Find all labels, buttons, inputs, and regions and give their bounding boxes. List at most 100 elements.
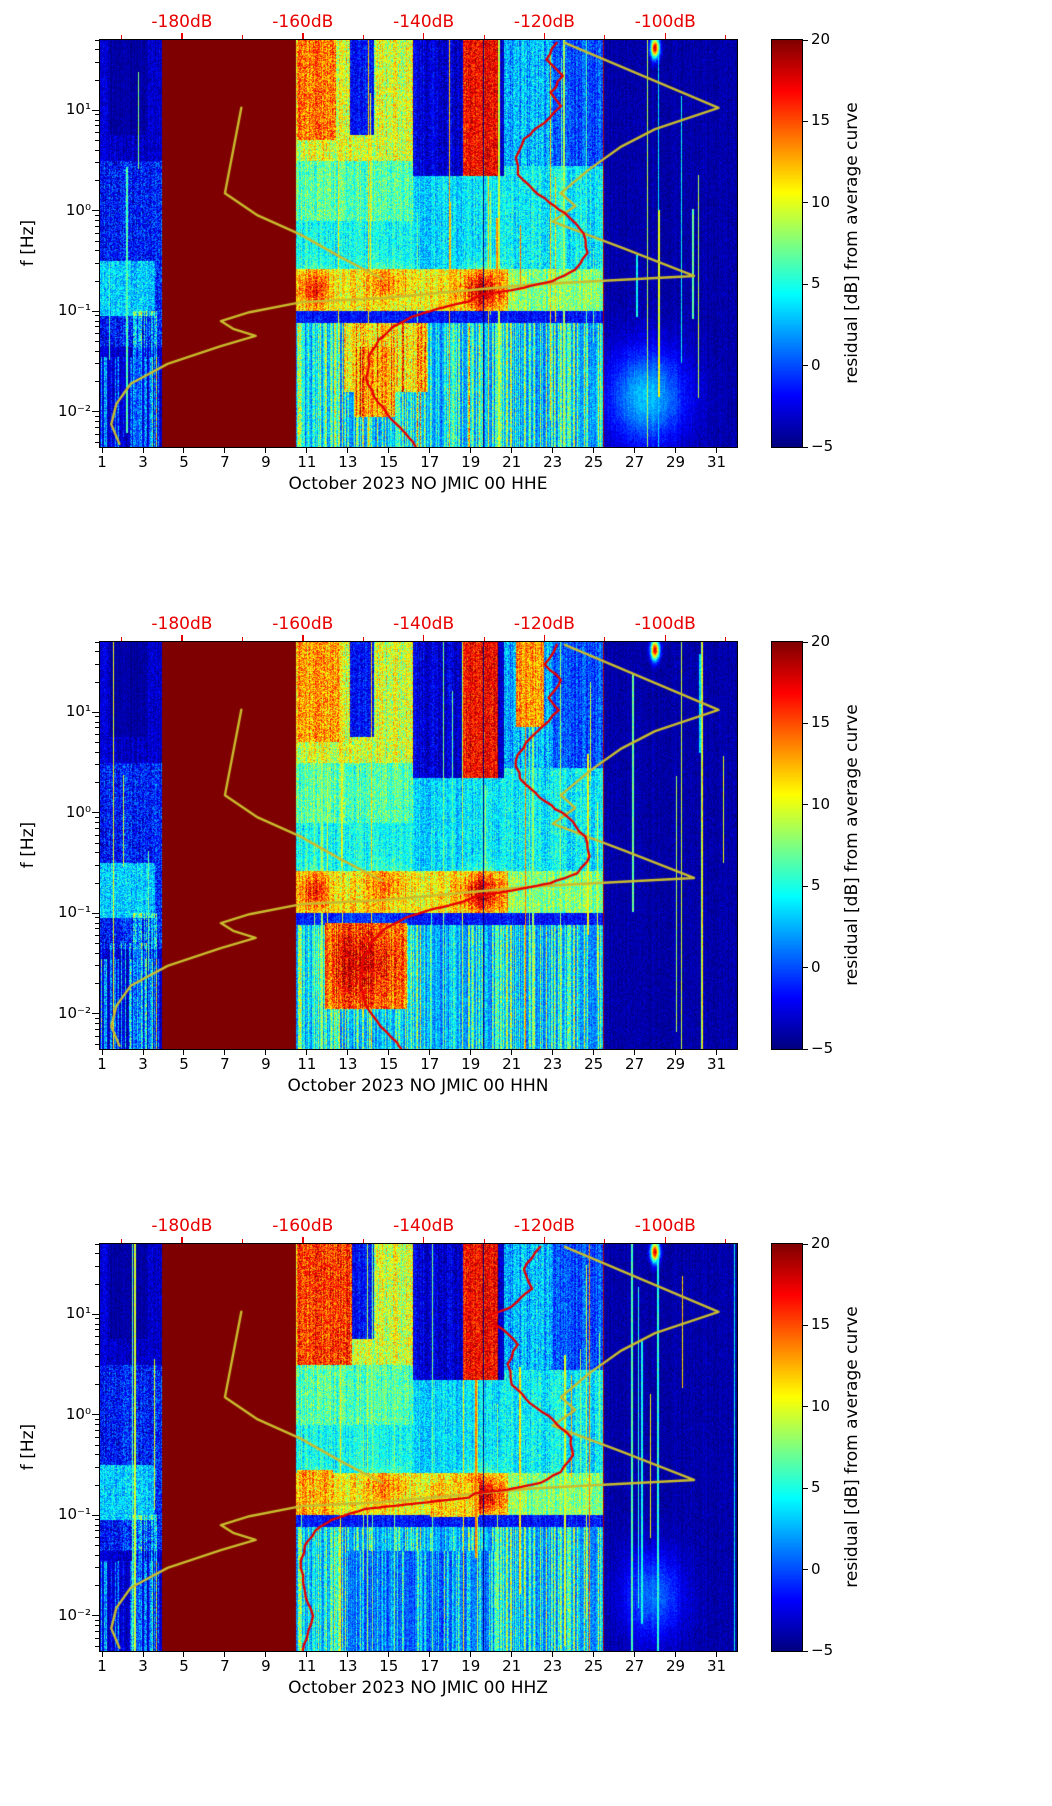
x-tick-label: 27 [625, 1657, 645, 1675]
x-tick-label: 31 [706, 453, 727, 471]
colorbar-tick-label: 10 [811, 192, 831, 211]
y-minor-tick-mark [95, 721, 99, 723]
x-tick-mark [593, 1652, 595, 1657]
y-minor-tick-mark [95, 162, 99, 164]
x-tick-mark [552, 448, 554, 453]
x-tick-label: 15 [379, 1657, 399, 1675]
colorbar-tick-label: 5 [811, 1478, 821, 1497]
x-tick-mark [265, 1050, 267, 1055]
y-tick-label: 10¹ [65, 100, 91, 119]
top-minor-tick-mark [362, 637, 364, 641]
x-tick-label: 29 [666, 453, 686, 471]
x-tick-mark [306, 1050, 308, 1055]
y-minor-tick-mark [95, 415, 99, 417]
y-minor-tick-mark [95, 381, 99, 383]
x-tick-mark [593, 1050, 595, 1055]
x-tick-label: 7 [220, 453, 230, 471]
colorbar-tick-label: 5 [811, 274, 821, 293]
y-tick-mark [92, 1615, 99, 1617]
colorbar-tick-mark [803, 120, 808, 122]
y-minor-tick-mark [95, 1424, 99, 1426]
x-tick-label: 7 [220, 1657, 230, 1675]
x-tick-label: 17 [420, 1657, 440, 1675]
y-minor-tick-mark [95, 140, 99, 142]
y-minor-tick-mark [95, 1318, 99, 1320]
x-tick-mark [265, 448, 267, 453]
y-minor-tick-mark [95, 39, 99, 41]
x-tick-label: 13 [338, 1055, 358, 1073]
x-tick-label: 23 [543, 453, 563, 471]
y-minor-tick-mark [95, 1630, 99, 1632]
x-tick-label: 1 [97, 453, 107, 471]
x-tick-mark [470, 448, 472, 453]
x-tick-label: 15 [379, 453, 399, 471]
y-minor-tick-mark [95, 716, 99, 718]
colorbar-tick-mark [803, 722, 808, 724]
top-tick-mark [664, 1237, 667, 1243]
y-minor-tick-mark [95, 1524, 99, 1526]
x-tick-mark [429, 448, 431, 453]
y-minor-tick-mark [95, 965, 99, 967]
y-minor-tick-mark [95, 1619, 99, 1621]
top-minor-tick-mark [241, 35, 243, 39]
top-tick-label: -180dB [151, 614, 213, 634]
x-tick-mark [224, 1050, 226, 1055]
y-minor-tick-mark [95, 882, 99, 884]
y-tick-mark [92, 711, 99, 713]
x-tick-mark [511, 1652, 513, 1657]
y-minor-tick-mark [95, 341, 99, 343]
y-minor-tick-mark [95, 782, 99, 784]
x-tick-mark [552, 1050, 554, 1055]
y-minor-tick-mark [95, 852, 99, 854]
y-minor-tick-mark [95, 1567, 99, 1569]
y-axis-label: f [Hz] [18, 821, 38, 869]
y-axis-label: f [Hz] [18, 219, 38, 267]
y-minor-tick-mark [95, 1444, 99, 1446]
x-tick-label: 19 [461, 453, 481, 471]
top-minor-tick-mark [483, 35, 485, 39]
x-tick-label: 17 [420, 453, 440, 471]
colorbar-canvas [772, 40, 802, 447]
x-tick-label: 11 [297, 453, 317, 471]
colorbar-tick-label: −5 [811, 1641, 834, 1659]
plot-area [99, 641, 738, 1050]
x-tick-label: 23 [543, 1657, 563, 1675]
top-minor-tick-mark [121, 637, 122, 641]
y-minor-tick-mark [95, 1545, 99, 1547]
y-minor-tick-mark [95, 326, 99, 328]
top-tick-label: -140dB [393, 614, 455, 634]
top-tick-mark [543, 33, 546, 39]
colorbar-tick-mark [803, 39, 808, 41]
top-tick-mark [302, 1237, 304, 1243]
top-minor-tick-mark [483, 1239, 485, 1243]
colorbar-tick-mark [803, 202, 808, 204]
spectrogram-panel-hhn: f [Hz] October 2023 NO JMIC 00 HHN resid… [0, 602, 1052, 1204]
y-minor-tick-mark [95, 983, 99, 985]
x-tick-mark [101, 1050, 103, 1055]
y-tick-mark [92, 1514, 99, 1516]
y-tick-label: 10¹ [65, 1304, 91, 1323]
x-tick-mark [634, 1652, 636, 1657]
colorbar-tick-mark [803, 1569, 808, 1571]
colorbar-tick-mark [803, 1650, 808, 1652]
y-tick-mark [92, 310, 99, 312]
x-tick-label: 25 [584, 1657, 604, 1675]
x-tick-label: 7 [220, 1055, 230, 1073]
x-tick-label: 29 [666, 1657, 686, 1675]
x-tick-label: 9 [261, 1055, 271, 1073]
top-minor-tick-mark [725, 637, 727, 641]
x-tick-mark [347, 448, 349, 453]
y-tick-mark [92, 411, 99, 413]
y-minor-tick-mark [95, 1344, 99, 1346]
x-tick-mark [429, 1050, 431, 1055]
top-minor-tick-mark [725, 1239, 727, 1243]
y-minor-tick-mark [95, 1323, 99, 1325]
x-tick-label: 31 [706, 1657, 727, 1675]
top-tick-label: -160dB [272, 12, 334, 32]
y-minor-tick-mark [95, 943, 99, 945]
colorbar-tick-mark [803, 804, 808, 806]
y-minor-tick-mark [95, 1017, 99, 1019]
spectrogram-panel-hhz: f [Hz] October 2023 NO JMIC 00 HHZ resid… [0, 1204, 1052, 1806]
x-tick-mark [716, 1050, 718, 1055]
colorbar-tick-mark [803, 283, 808, 285]
